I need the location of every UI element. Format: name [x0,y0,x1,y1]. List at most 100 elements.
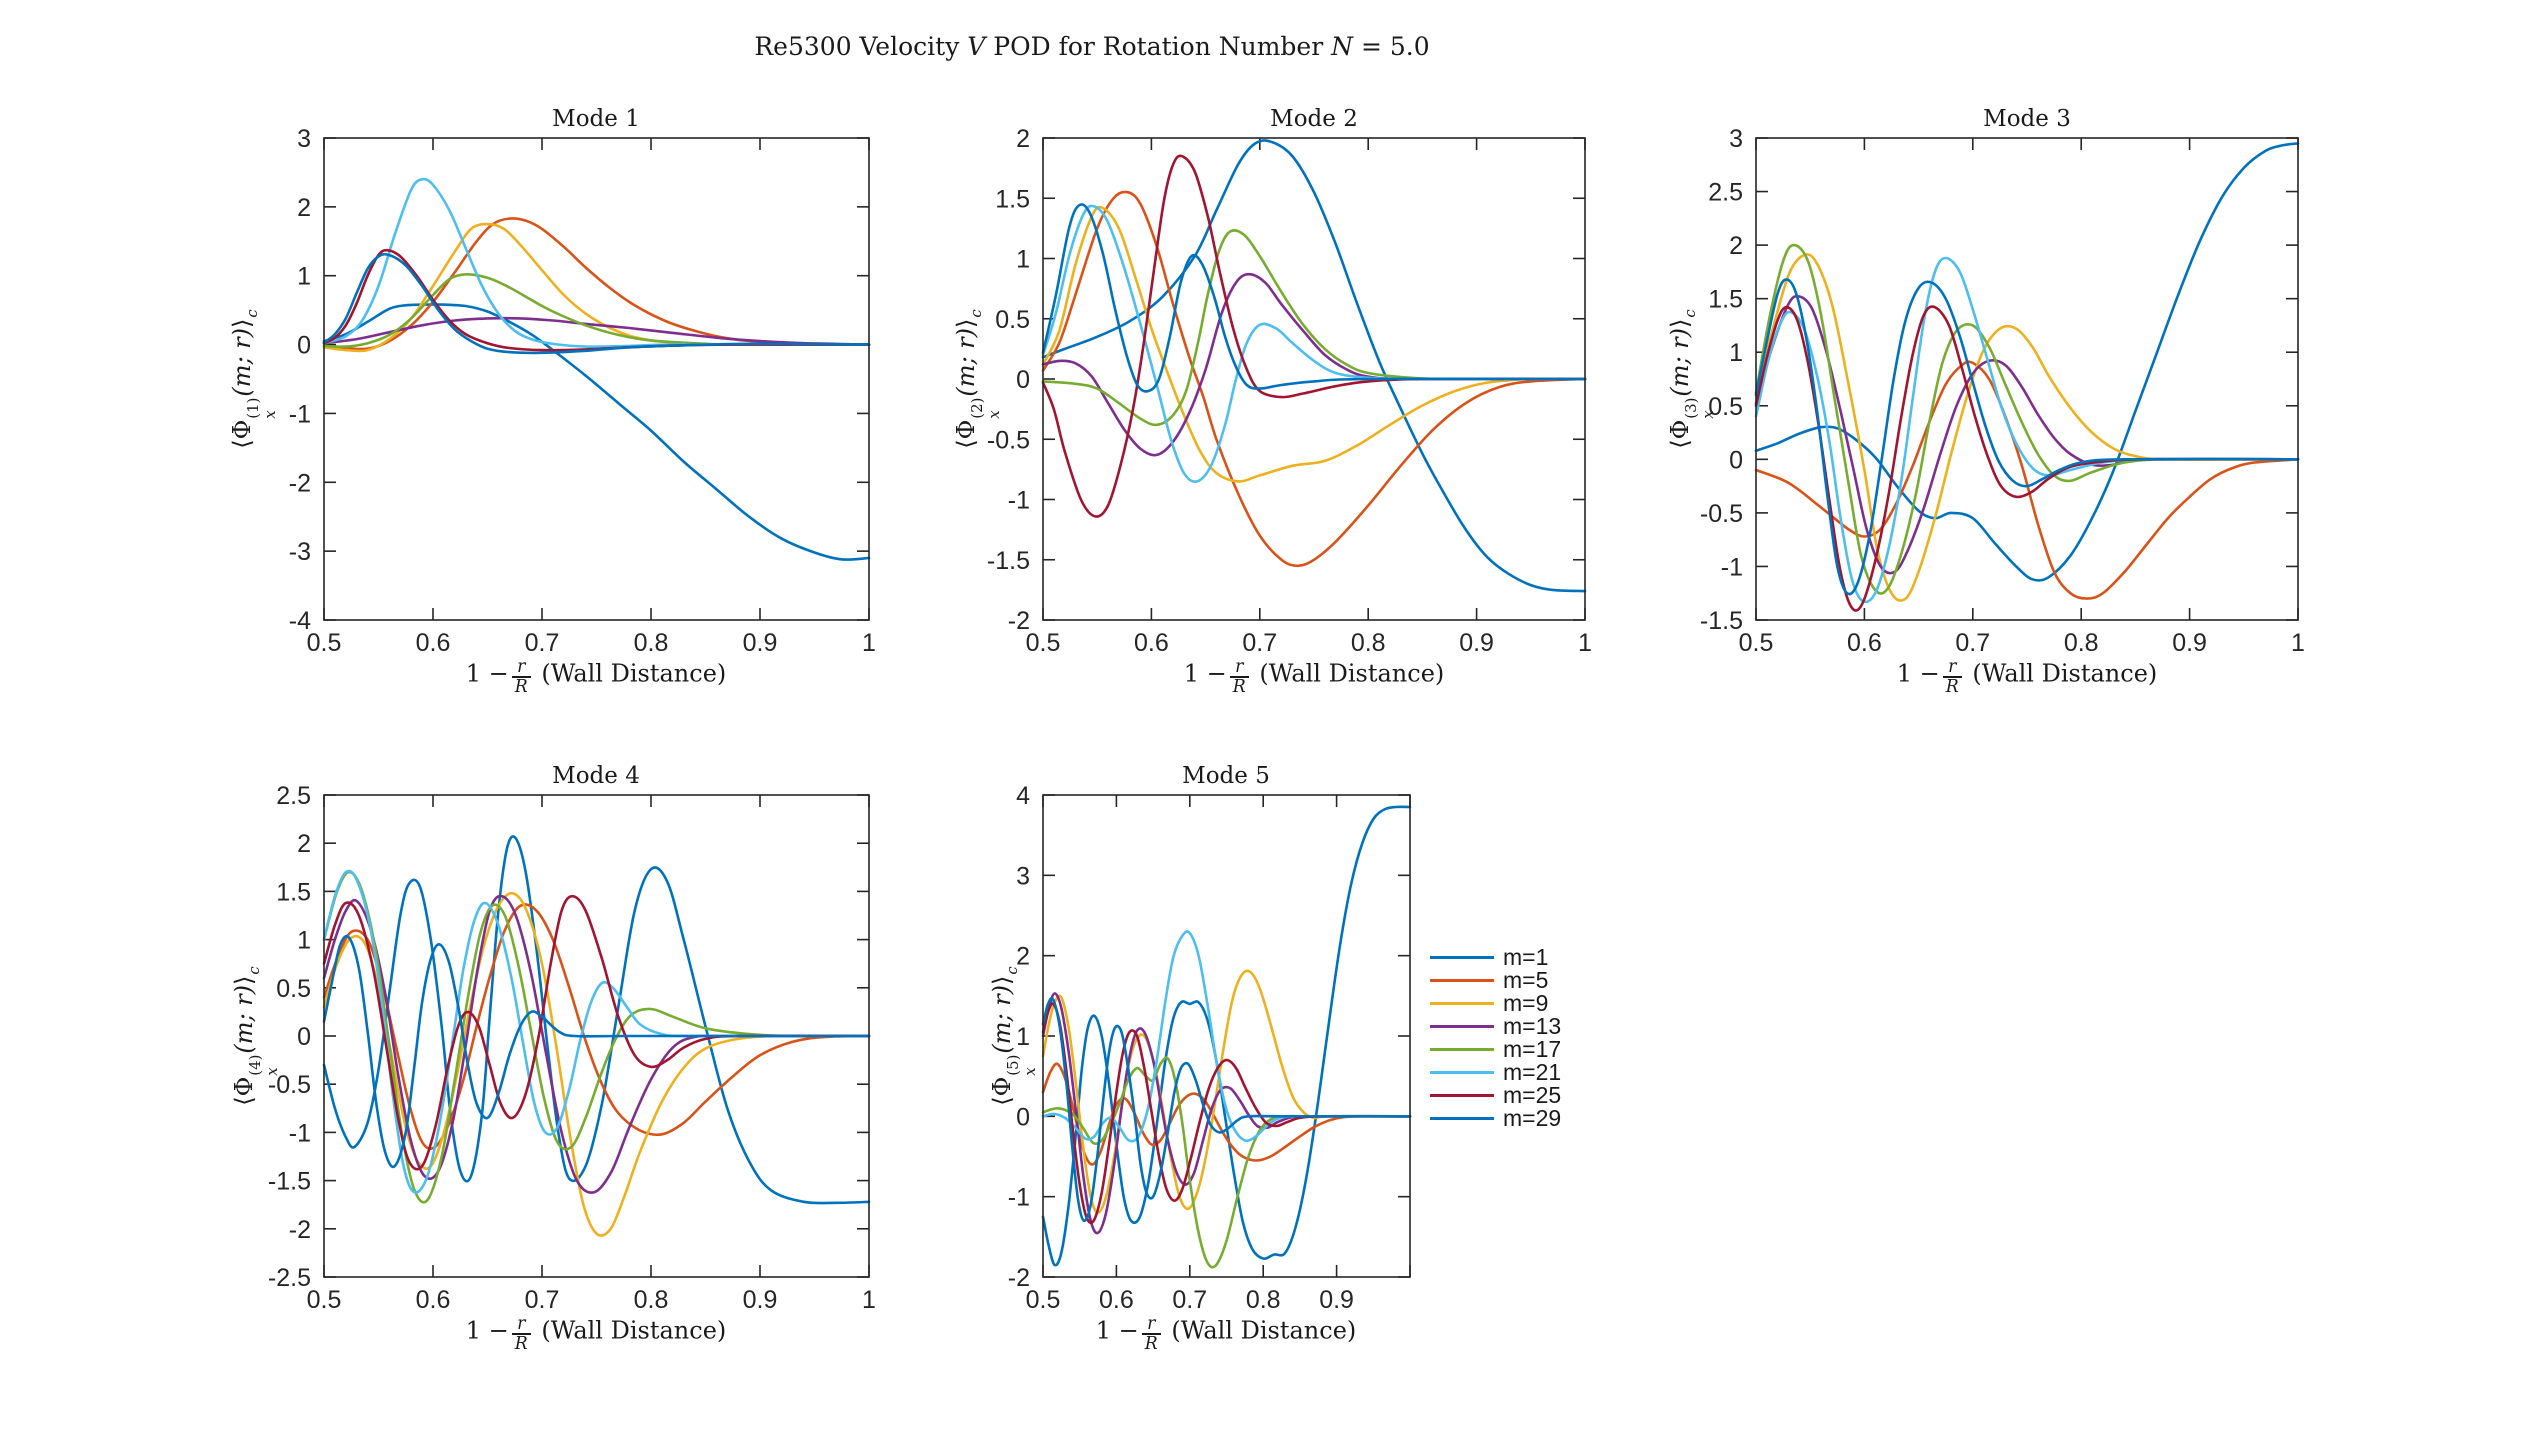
series-curves [322,835,871,1237]
phi-symbol: Φ [952,419,980,440]
svg-text:0: 0 [297,1023,311,1051]
ylabel-c-subscript: c [967,309,986,318]
mode-2-series-m=17 [1041,229,1587,427]
mode-1-xlabel: 1 − r R (Wall Distance) [346,658,846,696]
svg-text:-4: -4 [289,607,311,635]
tick-labels: 0.5 0.6 0.7 0.8 0.9 1 -1.5 -1 -0.5 0 0.5 1 1.5 2 2.5 3 [1700,125,2305,657]
xlabel-post: (Wall Distance) [1972,659,2158,688]
svg-text:0.8: 0.8 [2064,629,2099,657]
phi-symbol: Φ [230,1076,258,1097]
xlabel-post: (Wall Distance) [1171,1316,1357,1345]
series-curves [322,177,871,561]
mode-5-series-m=9 [1041,969,1412,1214]
svg-text:2.5: 2.5 [1708,179,1743,207]
svg-text:-1: -1 [289,1119,311,1147]
legend-entry: m=13 [1430,1015,1561,1038]
svg-text:1: 1 [862,629,876,657]
xlabel-post: (Wall Distance) [541,659,727,688]
mode-4-series-m=5 [322,903,871,1150]
mode-3-series-m=13 [1754,294,2300,575]
svg-text:0.6: 0.6 [416,1286,451,1314]
phi-symbol: Φ [988,1076,1016,1097]
phi-symbol: Φ [1666,419,1694,440]
svg-text:3: 3 [1729,125,1743,153]
mode-4-series-m=17 [322,870,871,1204]
svg-text:-1: -1 [1721,553,1743,581]
mode-2-xlabel: 1 − r R (Wall Distance) [1064,658,1564,696]
ylabel-args: (m; r) [228,327,256,397]
svg-text:1: 1 [1016,1023,1030,1051]
mode-5-ylabel: ⟨Φ (5) x (m; r)⟩c [981,866,1039,1206]
legend-label: m=13 [1503,1013,1562,1039]
phi-subscript: x [1021,1067,1040,1076]
rangle: ⟩ [988,975,1016,985]
phi-subscript: x [263,1067,282,1076]
figure-title-var-n: N [1331,32,1354,61]
svg-text:0.5: 0.5 [307,1286,342,1314]
xlabel-pre: 1 − [1095,1316,1139,1345]
figure-title: Re5300 Velocity V POD for Rotation Numbe… [592,32,1592,61]
svg-text:1: 1 [1729,339,1743,367]
fraction-denominator: R [1942,676,1962,696]
svg-text:-1: -1 [1008,487,1030,515]
mode-5-series-m=21 [1041,930,1412,1143]
svg-text:0.6: 0.6 [1099,1286,1134,1314]
mode-5-title: Mode 5 [1182,763,1270,789]
mode-4-series-m=29 [322,934,871,1169]
svg-text:0.5: 0.5 [1708,393,1743,421]
svg-text:0.7: 0.7 [1242,629,1277,657]
plot-frame [1042,794,1411,1278]
svg-text:0.9: 0.9 [2172,629,2207,657]
svg-text:2: 2 [297,194,311,222]
mode-2-ylabel: ⟨Φ (2) x (m; r)⟩c [945,209,1003,549]
mode-5-plot: 0.5 0.6 0.7 0.8 0.9 -2 -1 0 1 2 3 4 [1008,782,1412,1314]
svg-text:-0.5: -0.5 [1700,500,1743,528]
ylabel-c-subscript: c [243,309,262,318]
svg-text:3: 3 [1016,862,1030,890]
mode-2-title: Mode 2 [1270,106,1358,132]
ylabel-args: (m; r) [230,984,258,1054]
svg-text:1: 1 [1578,629,1592,657]
ylabel-args: (m; r) [988,984,1016,1054]
phi-symbol: Φ [228,419,256,440]
svg-text:2: 2 [1016,943,1030,971]
svg-text:1: 1 [1016,246,1030,274]
legend-entry: m=25 [1430,1084,1561,1107]
xlabel-pre: 1 − [465,1316,509,1345]
fraction-numerator: r [1948,657,1957,677]
mode-5-series-m=17 [1041,1056,1412,1269]
svg-text:-2.5: -2.5 [268,1264,311,1292]
svg-text:-1.5: -1.5 [268,1168,311,1196]
mode-3-ylabel: ⟨Φ (3) x (m; r)⟩c [1659,209,1717,549]
svg-text:0.7: 0.7 [1172,1286,1207,1314]
svg-text:0: 0 [1016,366,1030,394]
rangle: ⟩ [952,318,980,328]
svg-text:1.5: 1.5 [276,878,311,906]
svg-text:-1: -1 [289,400,311,428]
mode-3-series-m=25 [1754,305,2300,612]
series-curves [1041,805,1412,1269]
svg-text:0.5: 0.5 [276,975,311,1003]
phi-superscript: (5) [1004,1054,1023,1076]
svg-text:-1.5: -1.5 [987,547,1030,575]
mode-2-series-m=13 [1041,272,1587,457]
svg-text:0.8: 0.8 [634,629,669,657]
langle: ⟨ [952,439,980,449]
legend: m=1 m=5 m=9 m=13 m=17 m=21 m=25 m=29 [1430,946,1561,1130]
svg-text:1.5: 1.5 [1708,286,1743,314]
legend-label: m=5 [1503,967,1549,993]
xlabel-pre: 1 − [465,659,509,688]
mode-3-series-m=9 [1754,253,2300,602]
figure-title-text: = 5.0 [1353,32,1430,61]
svg-text:0.8: 0.8 [1351,629,1386,657]
svg-text:-2: -2 [1008,607,1030,635]
svg-text:2: 2 [1729,232,1743,260]
axis-ticks [323,137,870,621]
svg-text:-0.5: -0.5 [987,426,1030,454]
ylabel-args: (m; r) [1666,327,1694,397]
svg-text:0.9: 0.9 [743,629,778,657]
